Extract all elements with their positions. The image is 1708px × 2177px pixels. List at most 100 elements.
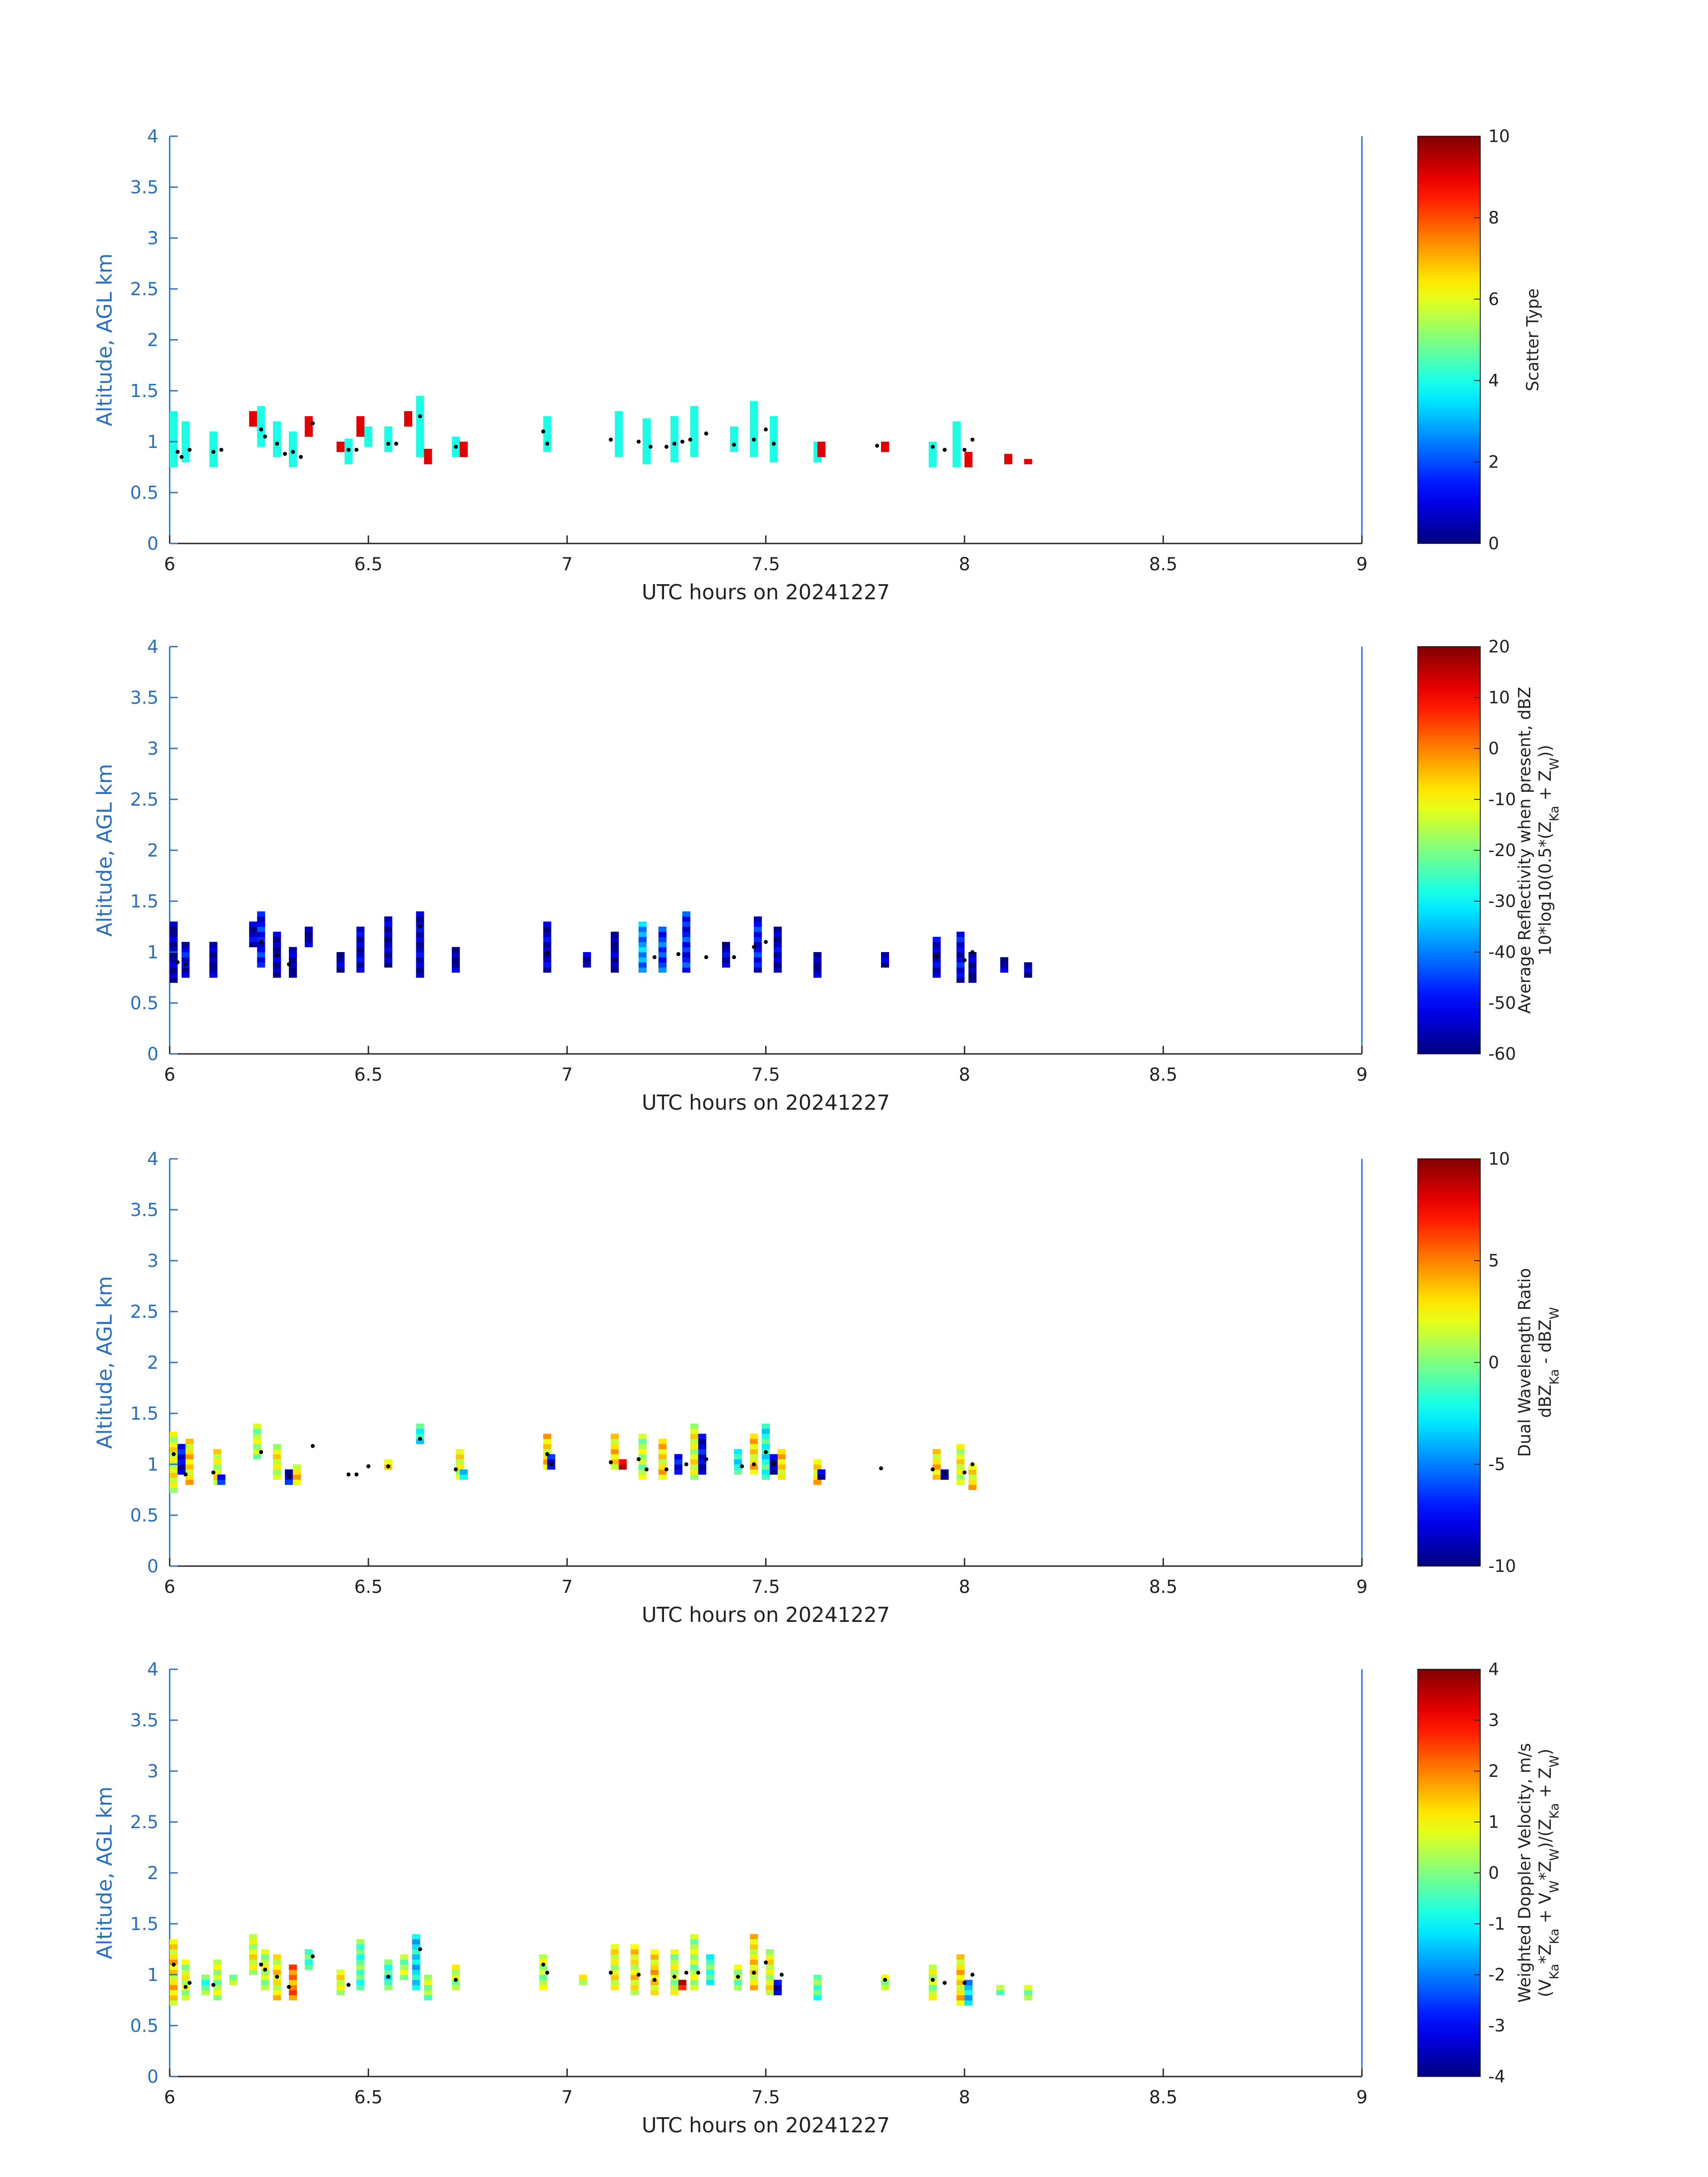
- heatmap-cell: [583, 962, 591, 968]
- heatmap-cell: [209, 436, 217, 442]
- colorbar-tick-label: -1: [1488, 1914, 1505, 1934]
- heatmap-cell: [690, 1939, 698, 1945]
- heatmap-cell: [706, 1975, 714, 1980]
- heatmap-cell: [459, 447, 468, 452]
- heatmap-cell: [257, 932, 265, 937]
- heatmap-cell: [639, 962, 647, 968]
- heatmap-cell: [932, 1469, 941, 1475]
- heatmap-cell: [734, 1980, 742, 1985]
- colorbar-tick-label: -3: [1488, 2016, 1505, 2035]
- heatmap-cell: [539, 1980, 547, 1985]
- heatmap-cell: [451, 1980, 460, 1985]
- heatmap-cell: [690, 416, 698, 422]
- heatmap-cell: [209, 451, 217, 457]
- heatmap-cell: [181, 421, 190, 427]
- heatmap-cell: [305, 1964, 313, 1970]
- y-tick-label: 2.5: [130, 279, 159, 300]
- y-tick-label: 0.5: [130, 1505, 159, 1526]
- heatmap-cell: [750, 1985, 758, 1990]
- heatmap-cell: [305, 942, 313, 948]
- heatmap-cell: [968, 1484, 977, 1490]
- heatmap-cell: [416, 936, 424, 942]
- heatmap-cell: [305, 927, 313, 932]
- heatmap-cell: [932, 942, 941, 948]
- colorbar-tick-label: 0: [1488, 1353, 1499, 1372]
- heatmap-cell: [288, 1995, 297, 2001]
- data-point: [545, 950, 549, 954]
- heatmap-cell: [618, 1464, 627, 1470]
- data-point: [676, 952, 681, 957]
- heatmap-cell: [658, 1474, 667, 1480]
- heatmap-cell: [932, 1464, 941, 1470]
- heatmap-cell: [416, 962, 424, 968]
- heatmap-cell: [261, 1954, 269, 1960]
- heatmap-cell: [614, 426, 623, 432]
- data-point: [354, 1472, 359, 1477]
- data-point: [263, 1968, 267, 1972]
- heatmap-cell: [288, 1985, 297, 1990]
- heatmap-cell: [213, 1975, 221, 1980]
- heatmap-cell: [610, 1949, 619, 1955]
- heatmap-cell: [288, 462, 297, 468]
- heatmap-cell: [288, 1980, 297, 1985]
- heatmap-cell: [169, 421, 178, 427]
- heatmap-cell: [777, 1474, 786, 1480]
- data-point: [636, 1972, 641, 1977]
- heatmap-cell: [690, 1444, 698, 1450]
- heatmap-cell: [213, 1959, 221, 1965]
- heatmap-cell: [956, 932, 965, 937]
- data-point: [764, 1960, 768, 1965]
- y-tick-label: 1.5: [130, 1914, 159, 1935]
- colorbar: [1417, 1158, 1481, 1567]
- heatmap-cell: [288, 1990, 297, 1996]
- heatmap-cell: [690, 436, 698, 442]
- heatmap-cell: [769, 1454, 778, 1460]
- heatmap-cell: [690, 1429, 698, 1434]
- heatmap-cell: [734, 1454, 742, 1460]
- heatmap-cell: [754, 952, 762, 957]
- y-tick-label: 2: [147, 840, 159, 861]
- heatmap-cell: [996, 1990, 1005, 1996]
- heatmap-cell: [670, 436, 679, 442]
- heatmap-cell: [539, 1969, 547, 1975]
- heatmap-cell: [690, 1433, 698, 1439]
- heatmap-cell: [639, 1449, 647, 1454]
- heatmap-cell: [956, 962, 965, 968]
- heatmap-cell: [181, 457, 190, 463]
- heatmap-cell: [209, 942, 217, 948]
- heatmap-cell: [181, 426, 190, 432]
- heatmap-cell: [610, 1444, 619, 1450]
- heatmap-cell: [451, 962, 460, 968]
- heatmap-cell: [674, 1454, 683, 1460]
- colorbar-tick-label: 10: [1488, 126, 1510, 146]
- heatmap-cell: [670, 421, 679, 427]
- heatmap-cell: [777, 1454, 786, 1460]
- heatmap-cell: [257, 921, 265, 927]
- data-point: [175, 960, 180, 965]
- heatmap-cell: [273, 436, 281, 442]
- data-point: [366, 1464, 371, 1469]
- heatmap-cell: [288, 957, 297, 963]
- data-point: [962, 958, 967, 962]
- y-tick-label: 1: [147, 1965, 159, 1985]
- heatmap-cell: [734, 1464, 742, 1470]
- heatmap-cell: [285, 1479, 293, 1485]
- heatmap-cell: [356, 1939, 365, 1945]
- data-point: [970, 437, 975, 442]
- heatmap-cell: [670, 1990, 679, 1996]
- heatmap-cell: [682, 936, 690, 942]
- heatmap-cell: [881, 1980, 889, 1985]
- heatmap-cell: [249, 1939, 257, 1945]
- heatmap-cell: [356, 1985, 365, 1990]
- heatmap-cell: [177, 1459, 186, 1465]
- heatmap-cell: [706, 1959, 714, 1965]
- heatmap-cell: [253, 1454, 261, 1460]
- heatmap-cell: [928, 451, 937, 457]
- heatmap-cell: [682, 957, 690, 963]
- heatmap-cell: [690, 406, 698, 412]
- heatmap-cell: [261, 1959, 269, 1965]
- heatmap-cell: [181, 1964, 190, 1970]
- data-point: [943, 1470, 947, 1475]
- heatmap-cell: [964, 462, 973, 468]
- heatmap-cell: [305, 1949, 313, 1955]
